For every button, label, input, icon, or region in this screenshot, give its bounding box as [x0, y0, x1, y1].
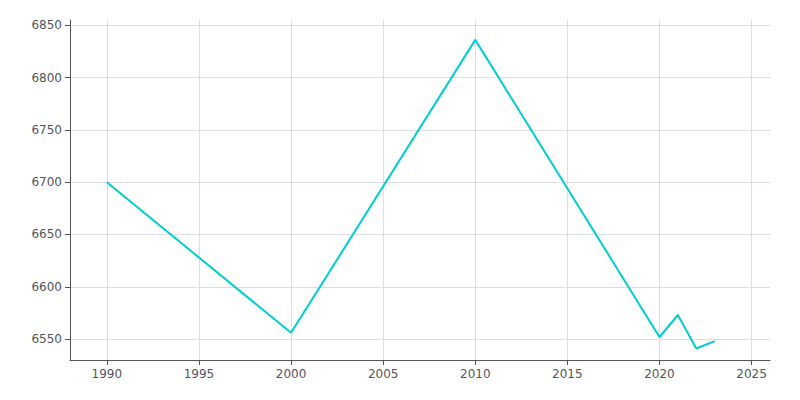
svg-text:2015: 2015 [552, 367, 583, 381]
svg-text:2020: 2020 [644, 367, 675, 381]
svg-text:2025: 2025 [736, 367, 767, 381]
svg-text:6700: 6700 [31, 175, 62, 189]
svg-text:6550: 6550 [31, 332, 62, 346]
svg-text:6850: 6850 [31, 18, 62, 32]
svg-text:6750: 6750 [31, 123, 62, 137]
svg-text:6800: 6800 [31, 71, 62, 85]
svg-text:1995: 1995 [184, 367, 215, 381]
svg-text:6650: 6650 [31, 227, 62, 241]
svg-text:2010: 2010 [460, 367, 491, 381]
svg-text:6600: 6600 [31, 280, 62, 294]
svg-text:2000: 2000 [276, 367, 307, 381]
svg-text:1990: 1990 [92, 367, 123, 381]
svg-text:2005: 2005 [368, 367, 399, 381]
